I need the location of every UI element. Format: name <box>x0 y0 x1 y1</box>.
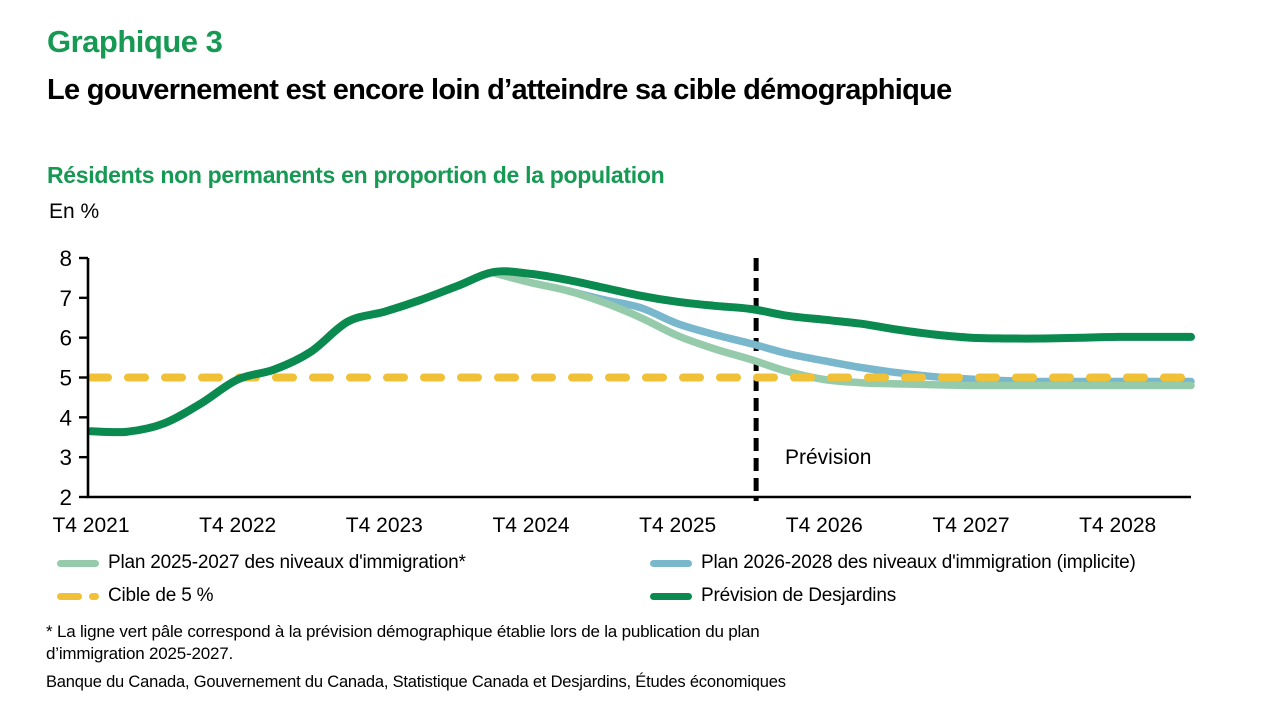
footnote-line2: d’immigration 2025-2027. <box>46 644 234 663</box>
legend-item-prevision-desjardins: Prévision de Desjardins <box>650 585 896 607</box>
source-line: Banque du Canada, Gouvernement du Canada… <box>46 673 786 691</box>
x-tick-label-5: T4 2025 <box>639 514 716 537</box>
y-axis-unit-label: En % <box>49 200 100 223</box>
legend-item-plan-2025-2027: Plan 2025-2027 des niveaux d'immigration… <box>57 552 466 574</box>
page-title: Graphique 3 <box>47 24 223 59</box>
legend-swatch-dashed-yellow <box>57 592 99 600</box>
y-tick-label-2: 2 <box>59 485 72 510</box>
legend-item-cible-5pct: Cible de 5 % <box>57 585 214 607</box>
y-tick-label-6: 6 <box>59 326 72 351</box>
series-line-0 <box>490 269 1195 390</box>
x-tick-label-1: T4 2021 <box>52 514 129 537</box>
legend-label: Plan 2025-2027 des niveaux d'immigration… <box>108 552 466 573</box>
y-tick-label-7: 7 <box>59 286 72 311</box>
legend-label: Plan 2026-2028 des niveaux d'immigration… <box>701 552 1136 573</box>
x-tick-label-2: T4 2022 <box>199 514 276 537</box>
series-line-3 <box>87 267 1195 437</box>
x-tick-label-4: T4 2024 <box>492 514 569 537</box>
y-tick-label-3: 3 <box>59 445 72 470</box>
footnote-line1: * La ligne vert pâle correspond à la pré… <box>46 622 760 641</box>
legend-label: Cible de 5 % <box>108 585 214 606</box>
page-subtitle: Le gouvernement est encore loin d’attein… <box>47 74 952 106</box>
x-tick-label-7: T4 2027 <box>932 514 1009 537</box>
legend-label: Prévision de Desjardins <box>701 585 896 606</box>
y-tick-label-4: 4 <box>59 405 72 430</box>
y-tick-label-5: 5 <box>59 366 72 391</box>
chart-title: Résidents non permanents en proportion d… <box>47 162 665 188</box>
forecast-label: Prévision <box>785 446 872 469</box>
y-tick-label-8: 8 <box>59 246 72 271</box>
x-tick-label-3: T4 2023 <box>346 514 423 537</box>
x-tick-label-6: T4 2026 <box>786 514 863 537</box>
legend-item-plan-2026-2028: Plan 2026-2028 des niveaux d'immigration… <box>650 552 1136 574</box>
x-tick-label-8: T4 2028 <box>1079 514 1156 537</box>
series-line-1 <box>563 286 1195 386</box>
legend-swatch-solid-dark-green <box>650 592 692 600</box>
footnote: * La ligne vert pâle correspond à la pré… <box>46 621 760 665</box>
legend-swatch-solid-light-green <box>57 559 99 567</box>
legend-swatch-solid-blue <box>650 559 692 567</box>
